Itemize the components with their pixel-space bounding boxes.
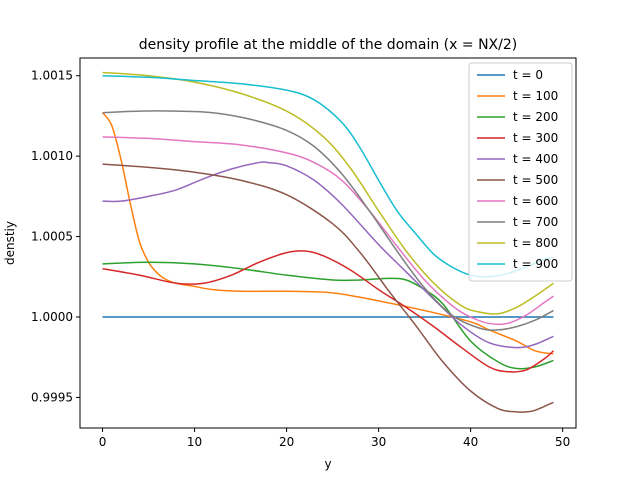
x-tick-label: 20: [279, 435, 294, 449]
y-tick-label: 0.9995: [31, 390, 73, 404]
plot-frame: [79, 57, 577, 429]
legend-label-7: t = 700: [513, 215, 558, 229]
series-line-2: [102, 261, 554, 370]
x-tick-label: 30: [371, 435, 386, 449]
legend-label-0: t = 0: [513, 68, 543, 82]
legend-label-1: t = 100: [513, 89, 558, 103]
legend: t = 0 t = 100 t = 200 t = 300 t = 400 t = 500…: [468, 62, 573, 282]
legend-label-6: t = 600: [513, 194, 558, 208]
series-line-3: [102, 250, 554, 373]
legend-label-8: t = 800: [513, 236, 558, 250]
legend-label-3: t = 300: [513, 131, 558, 145]
legend-label-9: t = 900: [513, 257, 558, 271]
legend-label-4: t = 400: [513, 152, 558, 166]
series-line-8: [102, 71, 554, 315]
x-axis: 0 10 20 30 40 50: [99, 428, 570, 449]
legend-label-5: t = 500: [513, 173, 558, 187]
series-line-6: [102, 136, 554, 326]
x-tick-label: 50: [555, 435, 570, 449]
y-axis-label: denstiy: [3, 221, 17, 265]
series-line-7: [102, 110, 554, 331]
y-tick-label: 1.0015: [31, 69, 73, 83]
x-tick-label: 40: [463, 435, 478, 449]
y-axis: 0.9995 1.0000 1.0005 1.0010 1.0015: [31, 69, 80, 404]
series-line-4: [102, 161, 554, 349]
series-line-5: [102, 163, 554, 413]
x-tick-label: 10: [187, 435, 202, 449]
y-tick-label: 1.0000: [31, 310, 73, 324]
series-line-1: [101, 112, 554, 355]
x-tick-label: 0: [99, 435, 107, 449]
y-tick-label: 1.0010: [31, 149, 73, 163]
x-axis-label: y: [324, 457, 331, 471]
y-tick-label: 1.0005: [31, 230, 73, 244]
legend-label-2: t = 200: [513, 110, 558, 124]
chart-title: density profile at the middle of the dom…: [139, 37, 517, 53]
